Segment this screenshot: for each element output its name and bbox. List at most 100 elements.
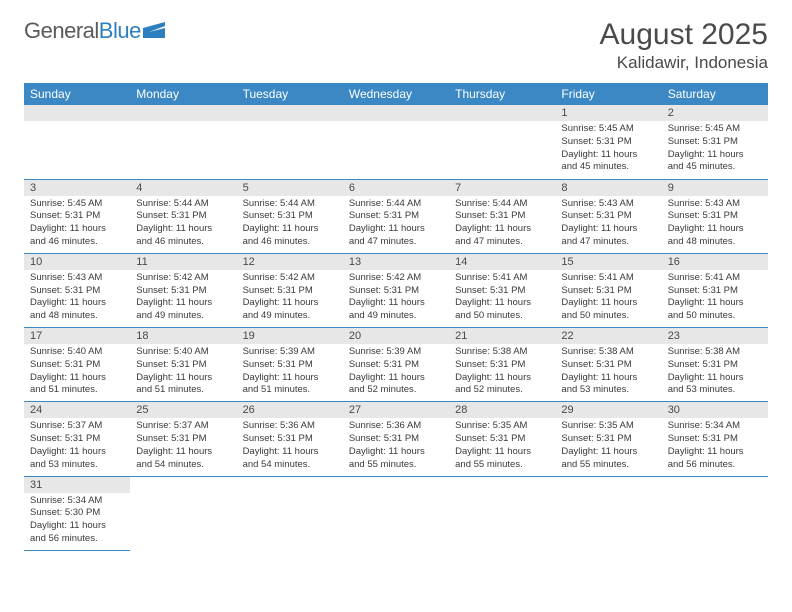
cell-body: Sunrise: 5:45 AMSunset: 5:31 PMDaylight:…	[24, 196, 130, 253]
calendar-cell: 5Sunrise: 5:44 AMSunset: 5:31 PMDaylight…	[237, 179, 343, 253]
cell-body: Sunrise: 5:42 AMSunset: 5:31 PMDaylight:…	[343, 270, 449, 327]
day-number: 13	[343, 254, 449, 270]
daylight-text: Daylight: 11 hours and 47 minutes.	[561, 223, 655, 249]
day-number: 22	[555, 328, 661, 344]
calendar-week-row: 1Sunrise: 5:45 AMSunset: 5:31 PMDaylight…	[24, 105, 768, 179]
calendar-cell: 1Sunrise: 5:45 AMSunset: 5:31 PMDaylight…	[555, 105, 661, 179]
sunset-text: Sunset: 5:31 PM	[668, 136, 762, 149]
cell-body: Sunrise: 5:38 AMSunset: 5:31 PMDaylight:…	[662, 344, 768, 401]
calendar-cell: 17Sunrise: 5:40 AMSunset: 5:31 PMDayligh…	[24, 328, 130, 402]
cell-body: Sunrise: 5:37 AMSunset: 5:31 PMDaylight:…	[130, 418, 236, 475]
sunset-text: Sunset: 5:31 PM	[349, 359, 443, 372]
daylight-text: Daylight: 11 hours and 50 minutes.	[455, 297, 549, 323]
calendar-cell: 16Sunrise: 5:41 AMSunset: 5:31 PMDayligh…	[662, 253, 768, 327]
daylight-text: Daylight: 11 hours and 52 minutes.	[455, 372, 549, 398]
cell-body: Sunrise: 5:36 AMSunset: 5:31 PMDaylight:…	[237, 418, 343, 475]
sunrise-text: Sunrise: 5:35 AM	[561, 420, 655, 433]
sunset-text: Sunset: 5:31 PM	[561, 210, 655, 223]
sunrise-text: Sunrise: 5:38 AM	[455, 346, 549, 359]
daylight-text: Daylight: 11 hours and 50 minutes.	[561, 297, 655, 323]
day-number: 28	[449, 402, 555, 418]
calendar-cell: 25Sunrise: 5:37 AMSunset: 5:31 PMDayligh…	[130, 402, 236, 476]
day-number: 19	[237, 328, 343, 344]
sunrise-text: Sunrise: 5:43 AM	[561, 198, 655, 211]
cell-body: Sunrise: 5:41 AMSunset: 5:31 PMDaylight:…	[449, 270, 555, 327]
day-number: 29	[555, 402, 661, 418]
cell-body: Sunrise: 5:40 AMSunset: 5:31 PMDaylight:…	[130, 344, 236, 401]
sunrise-text: Sunrise: 5:42 AM	[349, 272, 443, 285]
daylight-text: Daylight: 11 hours and 51 minutes.	[136, 372, 230, 398]
cell-body: Sunrise: 5:44 AMSunset: 5:31 PMDaylight:…	[343, 196, 449, 253]
calendar-cell: 12Sunrise: 5:42 AMSunset: 5:31 PMDayligh…	[237, 253, 343, 327]
sunset-text: Sunset: 5:31 PM	[455, 433, 549, 446]
cell-body: Sunrise: 5:45 AMSunset: 5:31 PMDaylight:…	[555, 121, 661, 178]
day-number: 17	[24, 328, 130, 344]
sunset-text: Sunset: 5:31 PM	[243, 359, 337, 372]
logo-text-general: General	[24, 18, 99, 44]
daylight-text: Daylight: 11 hours and 47 minutes.	[455, 223, 549, 249]
cell-body: Sunrise: 5:42 AMSunset: 5:31 PMDaylight:…	[130, 270, 236, 327]
calendar-cell: 24Sunrise: 5:37 AMSunset: 5:31 PMDayligh…	[24, 402, 130, 476]
calendar-cell: 21 Sunrise: 5:38 AMSunset: 5:31 PMDayligh…	[449, 328, 555, 402]
day-number: 21	[449, 328, 555, 344]
sunset-text: Sunset: 5:31 PM	[243, 433, 337, 446]
sunset-text: Sunset: 5:31 PM	[455, 359, 549, 372]
calendar-cell: 29Sunrise: 5:35 AMSunset: 5:31 PMDayligh…	[555, 402, 661, 476]
empty-daynum	[24, 105, 130, 121]
daylight-text: Daylight: 11 hours and 45 minutes.	[561, 149, 655, 175]
daylight-text: Daylight: 11 hours and 49 minutes.	[136, 297, 230, 323]
day-number: 24	[24, 402, 130, 418]
sunset-text: Sunset: 5:31 PM	[30, 433, 124, 446]
weekday-header: Tuesday	[237, 83, 343, 105]
calendar-cell: 8Sunrise: 5:43 AMSunset: 5:31 PMDaylight…	[555, 179, 661, 253]
sunset-text: Sunset: 5:31 PM	[561, 136, 655, 149]
sunset-text: Sunset: 5:31 PM	[561, 285, 655, 298]
sunrise-text: Sunrise: 5:45 AM	[668, 123, 762, 136]
calendar-cell	[130, 105, 236, 179]
sunrise-text: Sunrise: 5:34 AM	[668, 420, 762, 433]
sunrise-text: Sunrise: 5:37 AM	[30, 420, 124, 433]
weekday-header: Thursday	[449, 83, 555, 105]
sunrise-text: Sunrise: 5:40 AM	[136, 346, 230, 359]
day-number: 12	[237, 254, 343, 270]
sunrise-text: Sunrise: 5:41 AM	[561, 272, 655, 285]
flag-icon	[143, 18, 165, 44]
calendar-cell: 10Sunrise: 5:43 AMSunset: 5:31 PMDayligh…	[24, 253, 130, 327]
daylight-text: Daylight: 11 hours and 55 minutes.	[455, 446, 549, 472]
day-number: 27	[343, 402, 449, 418]
calendar-week-row: 17Sunrise: 5:40 AMSunset: 5:31 PMDayligh…	[24, 328, 768, 402]
sunrise-text: Sunrise: 5:34 AM	[30, 495, 124, 508]
weekday-header: Monday	[130, 83, 236, 105]
cell-body: Sunrise: 5:35 AMSunset: 5:31 PMDaylight:…	[555, 418, 661, 475]
cell-body: Sunrise: 5:36 AMSunset: 5:31 PMDaylight:…	[343, 418, 449, 475]
sunrise-text: Sunrise: 5:45 AM	[30, 198, 124, 211]
calendar-cell	[343, 476, 449, 550]
sunrise-text: Sunrise: 5:36 AM	[349, 420, 443, 433]
calendar-week-row: 3Sunrise: 5:45 AMSunset: 5:31 PMDaylight…	[24, 179, 768, 253]
day-number: 25	[130, 402, 236, 418]
sunrise-text: Sunrise: 5:39 AM	[349, 346, 443, 359]
sunset-text: Sunset: 5:31 PM	[561, 433, 655, 446]
calendar-cell: 7Sunrise: 5:44 AMSunset: 5:31 PMDaylight…	[449, 179, 555, 253]
daylight-text: Daylight: 11 hours and 46 minutes.	[243, 223, 337, 249]
sunrise-text: Sunrise: 5:36 AM	[243, 420, 337, 433]
daylight-text: Daylight: 11 hours and 54 minutes.	[136, 446, 230, 472]
calendar-cell: 6Sunrise: 5:44 AMSunset: 5:31 PMDaylight…	[343, 179, 449, 253]
day-number: 6	[343, 180, 449, 196]
calendar-cell: 15Sunrise: 5:41 AMSunset: 5:31 PMDayligh…	[555, 253, 661, 327]
calendar-cell: 20Sunrise: 5:39 AMSunset: 5:31 PMDayligh…	[343, 328, 449, 402]
calendar-cell	[343, 105, 449, 179]
sunset-text: Sunset: 5:31 PM	[455, 285, 549, 298]
day-number: 30	[662, 402, 768, 418]
sunset-text: Sunset: 5:31 PM	[455, 210, 549, 223]
sunrise-text: Sunrise: 5:41 AM	[668, 272, 762, 285]
calendar-cell	[24, 105, 130, 179]
sunset-text: Sunset: 5:31 PM	[136, 359, 230, 372]
sunrise-text: Sunrise: 5:42 AM	[136, 272, 230, 285]
daylight-text: Daylight: 11 hours and 47 minutes.	[349, 223, 443, 249]
sunset-text: Sunset: 5:31 PM	[136, 210, 230, 223]
daylight-text: Daylight: 11 hours and 53 minutes.	[668, 372, 762, 398]
sunset-text: Sunset: 5:31 PM	[349, 433, 443, 446]
weekday-header: Friday	[555, 83, 661, 105]
weekday-header: Wednesday	[343, 83, 449, 105]
